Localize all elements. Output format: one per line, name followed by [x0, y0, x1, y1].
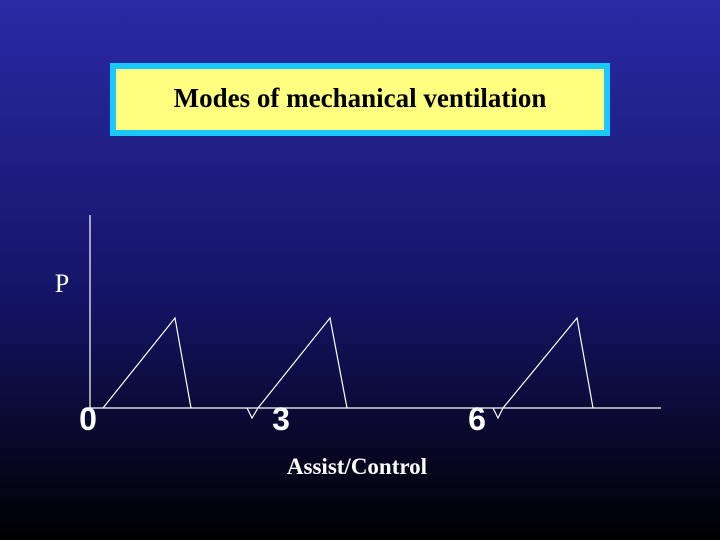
x-tick-label: 3 — [272, 401, 290, 437]
axes — [89, 215, 661, 409]
y-label: P — [55, 269, 69, 298]
x-tick-label: 6 — [468, 401, 486, 437]
title-box — [110, 63, 610, 136]
breath — [492, 316, 594, 420]
title: Modes of mechanical ventilation — [174, 83, 547, 113]
x-label: Assist/Control — [287, 454, 427, 479]
breath — [102, 316, 192, 409]
waveform — [102, 316, 594, 420]
x-tick-label: 0 — [79, 401, 97, 437]
breath — [246, 316, 348, 420]
